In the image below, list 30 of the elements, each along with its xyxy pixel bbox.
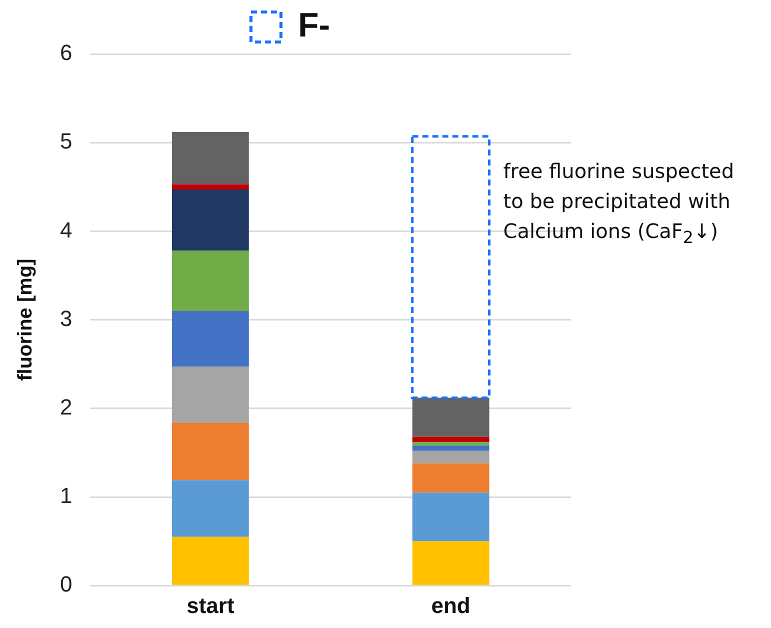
bar bbox=[172, 366, 249, 423]
y-tick-label: 2 bbox=[60, 394, 72, 420]
bar bbox=[172, 536, 249, 585]
y-tick-label: 1 bbox=[60, 483, 72, 508]
bar bbox=[172, 190, 249, 251]
bar bbox=[411, 135, 491, 400]
bar bbox=[412, 446, 490, 451]
bar bbox=[412, 442, 490, 446]
bar bbox=[172, 132, 249, 184]
bar bbox=[412, 450, 490, 464]
y-tick-label: 6 bbox=[60, 40, 72, 66]
bar bbox=[412, 541, 490, 585]
bar bbox=[172, 310, 249, 367]
bar bbox=[412, 492, 490, 542]
bar bbox=[412, 436, 490, 442]
bar bbox=[172, 480, 249, 537]
bar bbox=[172, 422, 249, 480]
bar bbox=[172, 250, 249, 311]
bar bbox=[412, 398, 490, 437]
x-tick-label: end bbox=[431, 592, 470, 618]
bar bbox=[412, 463, 490, 493]
y-tick-label: 3 bbox=[60, 306, 72, 331]
y-tick-label: 5 bbox=[60, 128, 72, 154]
bar bbox=[172, 184, 249, 190]
legend-label: F- bbox=[298, 6, 330, 44]
x-tick-label: start bbox=[186, 592, 235, 618]
y-tick-label: 4 bbox=[60, 217, 72, 242]
annotation: free fluorine suspected to be precipitated with Calcium ions (CaF$_{2}$↓) bbox=[503, 158, 736, 250]
y-tick-label: 0 bbox=[60, 572, 72, 597]
y-axis-title: fluorine [mg] bbox=[14, 258, 37, 381]
